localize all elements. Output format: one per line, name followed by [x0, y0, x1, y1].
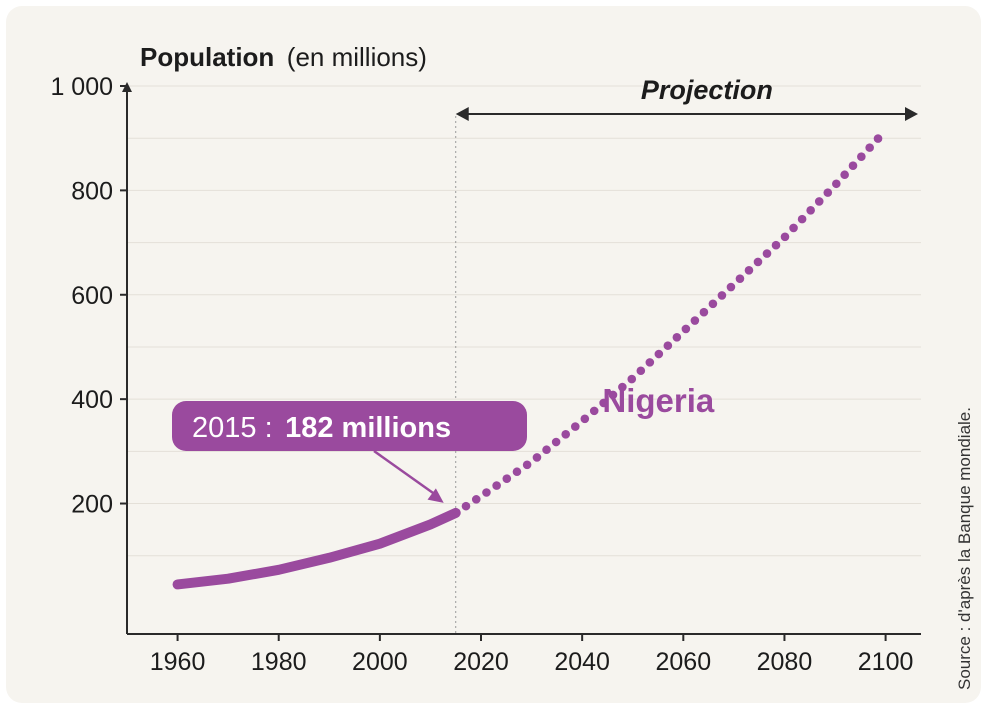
projection-arrow-right-head	[905, 107, 918, 121]
annotation-badge	[172, 401, 527, 451]
projection-dot	[806, 206, 815, 215]
projection-dot	[699, 307, 709, 317]
series-nigeria	[172, 134, 883, 590]
projection-dot	[482, 488, 491, 497]
projection-dot	[735, 274, 745, 283]
annotation-pointer-arrowhead	[427, 488, 444, 503]
projection-dot	[618, 382, 627, 392]
annotation-value: 182 millions	[285, 412, 451, 444]
projection-dot	[542, 445, 551, 455]
x-tick-label: 2000	[352, 648, 408, 676]
projection-dot	[502, 474, 512, 483]
x-tick-label: 2060	[655, 648, 711, 676]
projection-dot	[797, 214, 807, 224]
projection-dot	[762, 249, 772, 258]
projection-dot	[857, 152, 866, 161]
projection-dot	[672, 332, 682, 342]
projection-dot	[654, 349, 664, 359]
projection-dot	[512, 467, 522, 477]
projection-dot	[627, 374, 637, 384]
x-axis-ticks: 1960 1980 2000 2020 2040 2060 2080 2100	[150, 634, 914, 676]
projection-dot	[589, 406, 599, 416]
projection-dot	[522, 460, 532, 470]
projection-dot	[551, 437, 561, 447]
x-tick-label: 2100	[858, 648, 914, 676]
projection-dot	[873, 134, 883, 143]
x-tick-label: 2020	[453, 648, 509, 676]
projection-dot	[608, 390, 618, 400]
x-tick-label: 2080	[757, 648, 813, 676]
projection-dot	[814, 197, 824, 206]
x-tick-label: 1980	[251, 648, 307, 676]
projection-dot	[726, 282, 736, 292]
y-tick-label: 600	[71, 282, 113, 310]
projection-dot	[663, 341, 673, 350]
projection-dot	[865, 143, 874, 152]
projection-label: Projection	[641, 75, 773, 105]
y-axis-title-unit: (en millions)	[287, 42, 427, 72]
projection-dot	[832, 179, 841, 189]
projection-dot	[823, 188, 833, 197]
chart-card: 200 400 600 800 1 000 1960 1980 2000 2020 2040 20…	[6, 6, 981, 703]
series-label-nigeria: Nigeria	[602, 382, 715, 419]
projection-dot	[780, 232, 790, 242]
annotation-year: 2015 :	[192, 412, 273, 444]
projection-dot	[753, 257, 763, 267]
projection-dot	[708, 299, 718, 309]
y-axis-title: Population (en millions)	[140, 42, 427, 72]
series-line-observed	[172, 507, 461, 590]
population-chart: 200 400 600 800 1 000 1960 1980 2000 2020 2040 20…	[50, 42, 974, 690]
y-axis-ticks: 200 400 600 800 1 000	[50, 73, 127, 519]
y-tick-label: 400	[71, 386, 113, 414]
projection-dot	[580, 414, 590, 424]
projection-arrow-left-head	[455, 107, 469, 121]
annotation-2015: 2015 : 182 millions	[172, 401, 527, 503]
projection-dot	[561, 430, 571, 439]
y-tick-label: 1 000	[50, 73, 113, 101]
projection-dot	[570, 422, 580, 431]
y-axis-title-main: Population	[140, 42, 274, 72]
projection-dot	[717, 291, 727, 300]
projection-dot	[681, 324, 691, 334]
projection-dot	[636, 366, 646, 376]
projection-dot	[771, 240, 781, 250]
projection-dot	[690, 316, 700, 325]
y-tick-label: 800	[71, 177, 113, 205]
projection-dot	[471, 495, 481, 504]
grid-lines	[127, 85, 921, 557]
projection-dot	[645, 358, 655, 367]
projection-dot	[461, 501, 471, 511]
projection-dot	[848, 161, 858, 170]
x-tick-label: 2040	[554, 648, 610, 676]
annotation-text: 2015 : 182 millions	[192, 412, 451, 444]
projection-dot	[492, 481, 501, 490]
projection-dot	[744, 266, 754, 275]
projection-dot	[789, 223, 798, 233]
annotation-pointer-arrow	[373, 449, 437, 496]
projection-dot	[599, 398, 608, 408]
x-tick-label: 1960	[150, 648, 206, 676]
projection-dot	[532, 453, 542, 462]
projection-dot	[840, 170, 849, 180]
y-tick-label: 200	[71, 491, 113, 519]
source-note: Source : d'après la Banque mondiale.	[955, 407, 974, 690]
